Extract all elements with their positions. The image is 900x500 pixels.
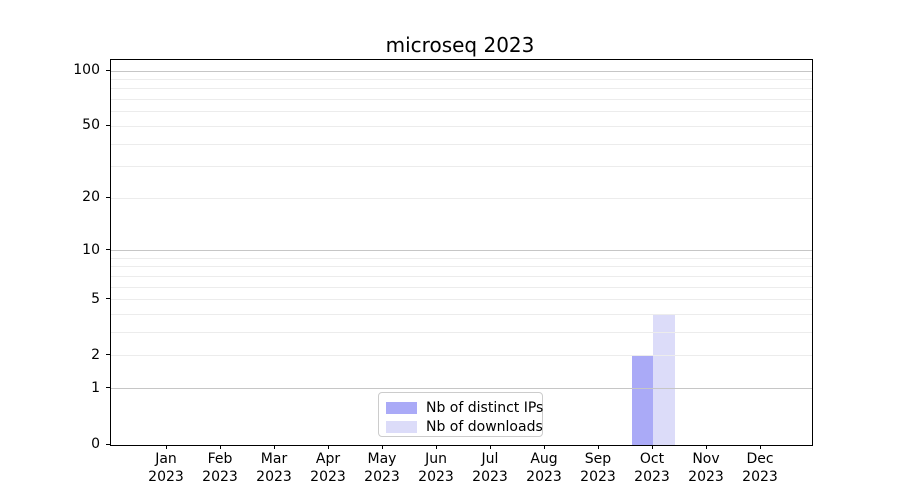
xtick-mark-mar [273,445,275,449]
ytick-label-10: 10 [82,241,100,258]
xtick-mark-aug [543,445,545,449]
xtick-month: Apr [315,451,341,467]
chart-title: microseq 2023 [385,33,535,57]
gridline-y-2 [111,355,812,357]
xtick-label-feb: Feb 2023 [188,450,252,486]
xtick-year: 2023 [364,469,400,485]
ytick-label-20: 20 [82,189,100,206]
gridline-y-10 [111,250,812,252]
plot-area [110,59,813,446]
xtick-year: 2023 [202,469,238,485]
xtick-mark-jan [165,445,167,449]
xtick-label-may: May 2023 [350,450,414,486]
gridline-y-4 [111,314,812,316]
xtick-mark-may [381,445,383,449]
gridline-y-50 [111,125,812,127]
ytick-label-100: 100 [73,62,100,78]
gridline-y-3 [111,332,812,334]
gridline-y-100 [111,70,812,72]
xtick-label-sep: Sep 2023 [566,450,630,486]
gridline-y-7 [111,275,812,277]
gridline-y-80 [111,88,812,90]
gridline-y-60 [111,111,812,113]
ytick-label-1: 1 [91,379,100,396]
ytick-mark-20 [106,196,110,198]
legend-row-distinct-ips: Nb of distinct IPs [386,398,544,417]
gridline-y-20 [111,197,812,199]
gridline-y-5 [111,299,812,301]
gridline-y-70 [111,99,812,101]
xtick-month: Jun [425,451,447,467]
xtick-mark-apr [327,445,329,449]
legend-row-downloads: Nb of downloads [386,417,543,436]
ytick-mark-2 [106,354,110,356]
xtick-mark-oct [651,445,653,449]
gridline-y-1 [111,388,812,390]
xtick-label-apr: Apr 2023 [296,450,360,486]
xtick-month: Feb [207,451,233,467]
gridline-y-9 [111,257,812,259]
xtick-label-jan: Jan 2023 [134,450,198,486]
xtick-year: 2023 [634,469,670,485]
xtick-mark-jul [489,445,491,449]
xtick-year: 2023 [472,469,508,485]
xtick-label-nov: Nov 2023 [674,450,738,486]
xtick-label-jul: Jul 2023 [458,450,522,486]
xtick-month: Jul [481,451,499,467]
gridline-y-90 [111,78,812,80]
ytick-label-50: 50 [82,117,100,134]
xtick-mark-feb [219,445,221,449]
ytick-mark-10 [106,249,110,251]
ytick-mark-0 [106,443,110,445]
xtick-month: Nov [692,451,720,467]
xtick-label-aug: Aug 2023 [512,450,576,486]
ytick-mark-5 [106,298,110,300]
xtick-mark-dec [759,445,761,449]
xtick-month: Mar [260,451,288,467]
ytick-mark-1 [106,387,110,389]
legend-swatch-distinct-ips [386,401,417,414]
bar-oct-downloads [653,314,675,445]
xtick-month: Dec [746,451,774,467]
legend: Nb of distinct IPs Nb of downloads [378,392,543,437]
gridline-y-6 [111,286,812,288]
gridline-y-30 [111,166,812,168]
legend-label-distinct-ips: Nb of distinct IPs [426,399,544,416]
xtick-mark-sep [597,445,599,449]
xtick-year: 2023 [688,469,724,485]
gridline-y-40 [111,143,812,145]
xtick-label-mar: Mar 2023 [242,450,306,486]
xtick-year: 2023 [742,469,778,485]
xtick-year: 2023 [526,469,562,485]
ytick-label-2: 2 [91,346,100,363]
xtick-year: 2023 [418,469,454,485]
xtick-year: 2023 [148,469,184,485]
xtick-mark-jun [435,445,437,449]
ytick-mark-100 [106,69,110,71]
legend-label-downloads: Nb of downloads [426,418,543,435]
xtick-year: 2023 [580,469,616,485]
xtick-month: Oct [639,451,665,467]
xtick-month: Jan [155,451,177,467]
xtick-month: Aug [530,451,558,467]
ytick-label-5: 5 [91,290,100,307]
xtick-month: Sep [584,451,612,467]
xtick-label-oct: Oct 2023 [620,450,684,486]
xtick-year: 2023 [256,469,292,485]
ytick-label-0: 0 [91,436,100,452]
xtick-label-jun: Jun 2023 [404,450,468,486]
xtick-year: 2023 [310,469,346,485]
xtick-label-dec: Dec 2023 [728,450,792,486]
gridline-y-8 [111,266,812,268]
bar-oct-distinct-ips [631,355,653,445]
ytick-mark-50 [106,124,110,126]
xtick-mark-nov [705,445,707,449]
legend-swatch-downloads [386,420,417,433]
xtick-month: May [367,451,397,467]
